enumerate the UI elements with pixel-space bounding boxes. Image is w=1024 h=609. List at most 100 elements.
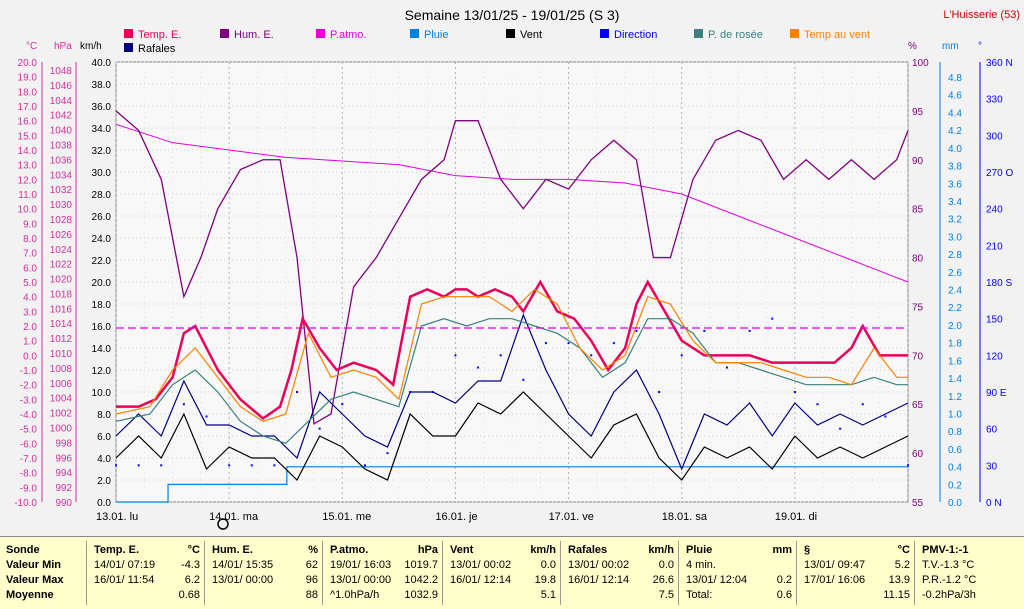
stats-block-unit: km/h	[530, 544, 556, 556]
stats-cell-time: 13/01/ 09:47	[804, 559, 866, 571]
legend-label: P. de rosée	[708, 29, 763, 41]
chart-legend: Temp. E. Hum. E. P.atmo. Pluie Vent Direction…	[124, 29, 870, 55]
dir-tick-label: 180 S	[986, 278, 1012, 289]
press-tick-label: 1030	[50, 200, 73, 211]
stats-separator	[442, 541, 443, 605]
stats-cell-value: 6.2	[184, 574, 200, 586]
direction-point	[635, 329, 638, 332]
rain-tick-label: 3.2	[948, 215, 962, 226]
temp-tick-label: 0.0	[23, 351, 37, 362]
direction-point	[115, 464, 117, 467]
direction-point	[182, 403, 185, 406]
stats-block-header: Temp. E. °C	[94, 543, 200, 558]
rain-tick-label: 2.6	[948, 268, 962, 279]
legend-swatch	[220, 29, 229, 38]
wind-tick-label: 34.0	[92, 124, 112, 135]
temp-tick-label: 3.0	[23, 307, 37, 318]
stats-cell-value: 1019.7	[404, 559, 438, 571]
rain-tick-label: 2.0	[948, 321, 962, 332]
rain-tick-label: 4.2	[948, 126, 962, 137]
stats-cell-time: 13/01/ 12:04	[686, 574, 748, 586]
stats-sonde-title: Sonde	[6, 544, 40, 556]
stats-block-7: § °C 13/01/ 09:47 5.2 17/01/ 16:06 13.9 11.15	[798, 537, 914, 609]
weather-chart: Semaine 13/01/25 - 19/01/25 (S 3) L'Huis…	[14, 7, 1020, 530]
legend-swatch	[124, 43, 133, 52]
rain-tick-label: 2.4	[948, 286, 962, 297]
moon-phase-icon	[217, 518, 229, 530]
stats-cell-value: 0.6	[776, 589, 792, 601]
press-tick-label: 1032	[50, 185, 73, 196]
press-tick-label: 1042	[50, 111, 73, 122]
stats-separator	[678, 541, 679, 605]
wind-tick-label: 38.0	[92, 80, 112, 91]
direction-point	[884, 415, 887, 418]
direction-point	[816, 403, 819, 406]
stats-row: P.R.-1.2 °C	[922, 573, 1018, 588]
wind-tick-label: 6.0	[97, 432, 111, 443]
legend-swatch	[790, 29, 799, 38]
stats-row: 13/01/ 09:47 5.2	[804, 558, 910, 573]
direction-point	[431, 391, 434, 393]
stats-separator	[796, 541, 797, 605]
rain-tick-label: 3.6	[948, 179, 962, 190]
press-unit-label: hPa	[54, 41, 72, 52]
temp-tick-label: -2.0	[20, 381, 38, 392]
stats-cell-time: 13/01/ 00:02	[450, 559, 512, 571]
stats-cell-time: Total:	[686, 589, 713, 601]
stats-cell-value: 19.8	[534, 574, 556, 586]
temp-tick-label: 14.0	[18, 146, 38, 157]
rain-tick-label: 3.4	[948, 197, 962, 208]
stats-block-header: § °C	[804, 543, 910, 558]
wind-tick-label: 8.0	[97, 410, 111, 421]
dir-tick-label: 0 N	[986, 498, 1002, 509]
direction-point	[567, 342, 570, 345]
dir-tick-label: 60	[986, 425, 998, 436]
temp-tick-label: -9.0	[20, 483, 38, 494]
day-label: 17.01. ve	[549, 511, 594, 523]
temp-tick-label: -4.0	[20, 410, 38, 421]
stats-separator	[560, 541, 561, 605]
stats-block-title: Temp. E.	[94, 544, 140, 556]
press-tick-label: 1044	[50, 96, 73, 107]
legend-swatch	[694, 29, 703, 38]
humidity-line	[115, 110, 909, 425]
stats-block-header: PMV-1:-1	[922, 543, 1018, 558]
stats-row: 7.5	[568, 588, 674, 603]
temp-tick-label: 6.0	[23, 263, 37, 274]
wind-tick-label: 18.0	[92, 300, 112, 311]
direction-point	[907, 464, 909, 467]
direction-point	[499, 354, 502, 357]
press-tick-label: 1016	[50, 304, 73, 315]
rain-tick-label: 2.8	[948, 250, 962, 261]
stats-block-unit: hPa	[417, 544, 438, 556]
legend-label: Rafales	[138, 43, 176, 55]
stats-row: 17/01/ 16:06 13.9	[804, 573, 910, 588]
stats-row: 19/01/ 16:03 1019.7	[330, 558, 438, 573]
stats-separator	[914, 541, 915, 605]
stats-cell-time: ^1.0hPa/h	[330, 589, 380, 601]
legend-swatch	[124, 29, 133, 38]
stats-row: 16/01/ 12:14 19.8	[450, 573, 556, 588]
press-tick-label: 1008	[50, 364, 73, 375]
direction-point	[454, 354, 457, 357]
pressure-line	[115, 123, 909, 283]
hum-tick-label: 100	[912, 58, 929, 69]
series-temp-au-vent	[115, 288, 908, 422]
rain-tick-label: 1.8	[948, 339, 962, 350]
stats-separator	[322, 541, 323, 605]
stats-cell-time: 16/01/ 11:54	[94, 574, 155, 586]
day-label: 15.01. me	[322, 511, 371, 523]
wind-tick-label: 16.0	[92, 322, 112, 333]
rain-tick-label: 4.0	[948, 144, 962, 155]
stats-cell-time: 13/01/ 00:00	[212, 574, 274, 586]
stats-label-min: Valeur Min	[6, 559, 62, 571]
hum-tick-label: 70	[912, 351, 924, 362]
stats-row: 0.68	[94, 588, 200, 603]
stats-label-mean: Moyenne	[6, 589, 54, 601]
press-tick-label: 1048	[50, 66, 73, 77]
dir-tick-label: 210	[986, 241, 1003, 252]
stats-block-unit: °C	[187, 544, 200, 556]
press-tick-label: 1038	[50, 140, 73, 151]
direction-point	[137, 464, 140, 467]
stats-block-header: Rafales km/h	[568, 543, 674, 558]
